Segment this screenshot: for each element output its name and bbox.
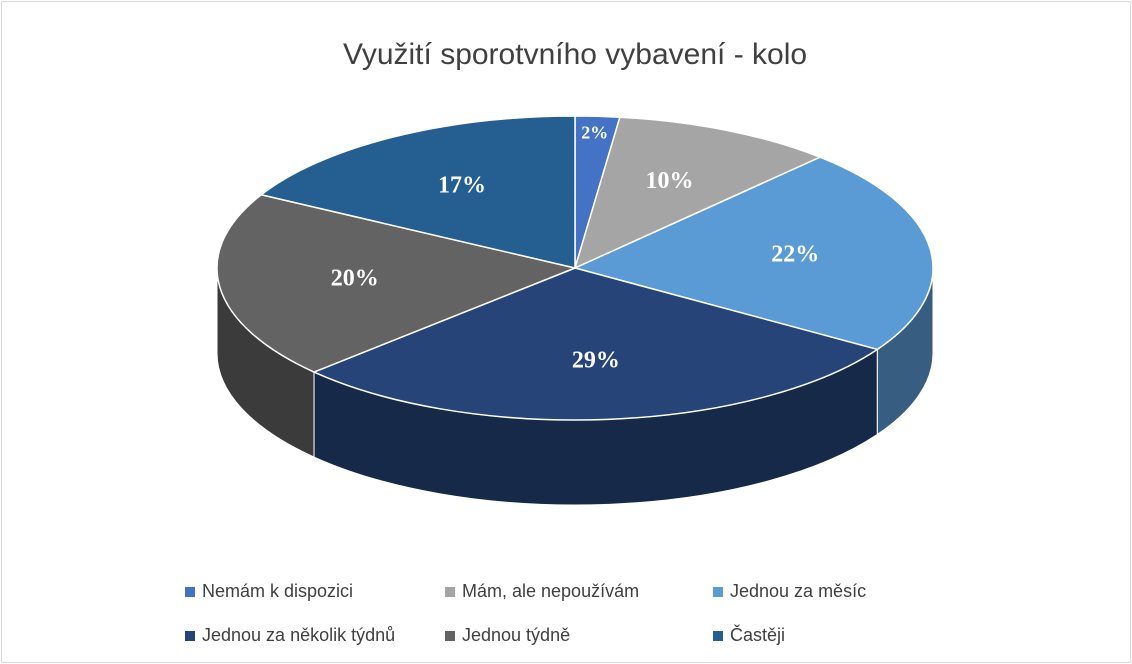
data-label: 2% <box>581 123 608 143</box>
data-label: 17% <box>438 172 486 198</box>
pie-tops <box>216 115 934 421</box>
legend-swatch <box>445 587 455 597</box>
data-label: 20% <box>331 265 379 291</box>
legend-label: Jednou týdně <box>462 625 570 645</box>
data-label: 22% <box>771 242 819 268</box>
legend-swatch <box>185 631 195 641</box>
legend: Nemám k dispozici Mám, ale nepoužívám Jedn… <box>185 581 866 645</box>
data-labels: 2% 10% 22% 29% 20% 17% <box>331 123 819 374</box>
pie-slice <box>216 193 578 373</box>
legend-swatch <box>445 631 455 641</box>
data-label: 29% <box>572 347 620 373</box>
legend-label: Jednou za několik týdnů <box>202 625 395 645</box>
legend-label: Mám, ale nepoužívám <box>462 581 639 601</box>
pie-slice <box>312 267 880 421</box>
legend-swatch <box>713 631 723 641</box>
pie-slice <box>573 116 822 270</box>
chart-title: Využití sporotvního vybavení - kolo <box>343 38 807 71</box>
legend-swatch <box>713 587 723 597</box>
legend-label: Jednou za měsíc <box>730 581 866 601</box>
legend-swatch <box>185 587 195 597</box>
data-label: 10% <box>646 168 694 194</box>
pie-slice <box>572 156 934 351</box>
legend-label: Častěji <box>730 624 785 645</box>
pie-slice <box>259 115 576 269</box>
legend-label: Nemám k dispozici <box>202 581 353 601</box>
